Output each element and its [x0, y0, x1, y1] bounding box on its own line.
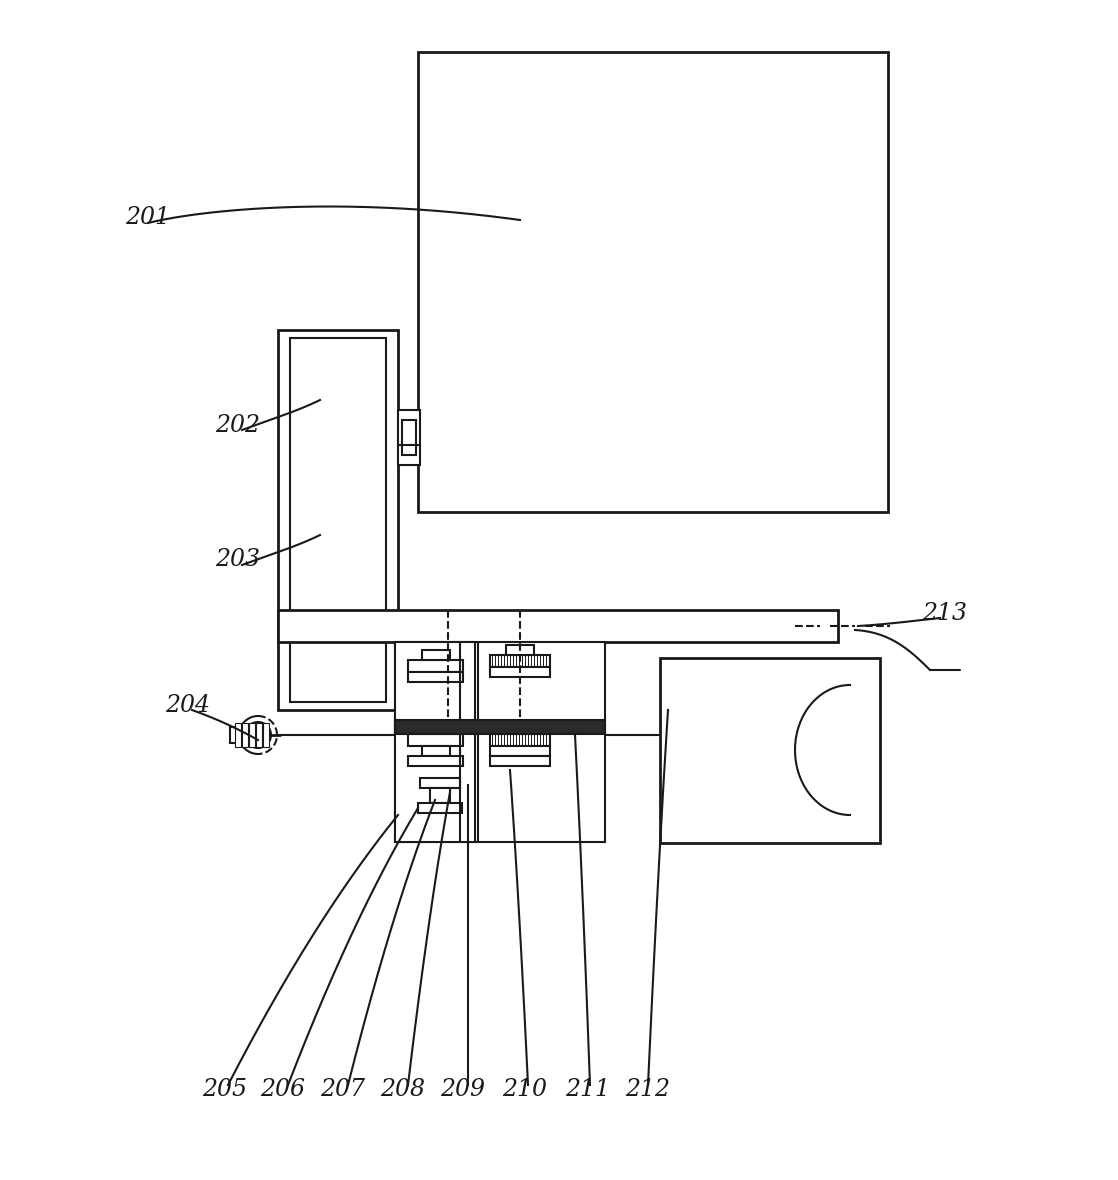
Text: 203: 203 [216, 549, 260, 571]
Bar [241, 723, 248, 747]
Bar [490, 655, 550, 667]
Bar [398, 409, 420, 465]
Bar [256, 723, 262, 747]
Bar [402, 420, 416, 455]
Bar [395, 642, 475, 843]
Bar [278, 610, 838, 642]
Bar [490, 746, 550, 756]
Text: 211: 211 [566, 1079, 610, 1101]
Text: 210: 210 [502, 1079, 548, 1101]
Text: 202: 202 [216, 413, 260, 437]
Bar [395, 642, 605, 843]
Bar [278, 330, 398, 710]
Bar [490, 667, 550, 677]
Bar [421, 650, 451, 660]
Bar [660, 658, 880, 843]
Bar [408, 660, 463, 671]
Bar [408, 671, 463, 682]
Bar [420, 778, 459, 788]
Bar [408, 734, 463, 746]
Bar [263, 723, 269, 747]
Text: 213: 213 [922, 602, 967, 624]
Text: 206: 206 [260, 1079, 305, 1101]
Text: 207: 207 [321, 1079, 366, 1101]
Bar [418, 52, 888, 512]
Bar [395, 720, 605, 734]
Text: 201: 201 [125, 206, 171, 229]
Bar [418, 804, 462, 813]
Bar [408, 756, 463, 766]
Text: 209: 209 [440, 1079, 485, 1101]
Bar [506, 645, 534, 655]
Text: 205: 205 [202, 1079, 247, 1101]
Bar [430, 788, 451, 804]
Text: 208: 208 [380, 1079, 426, 1101]
Bar [290, 337, 386, 702]
Bar [249, 723, 255, 747]
Text: 204: 204 [165, 694, 210, 716]
Bar [490, 734, 550, 746]
Text: 212: 212 [625, 1079, 671, 1101]
Bar [395, 720, 605, 734]
Bar [230, 727, 258, 743]
Bar [235, 723, 241, 747]
Bar [421, 746, 451, 756]
Bar [490, 756, 550, 766]
